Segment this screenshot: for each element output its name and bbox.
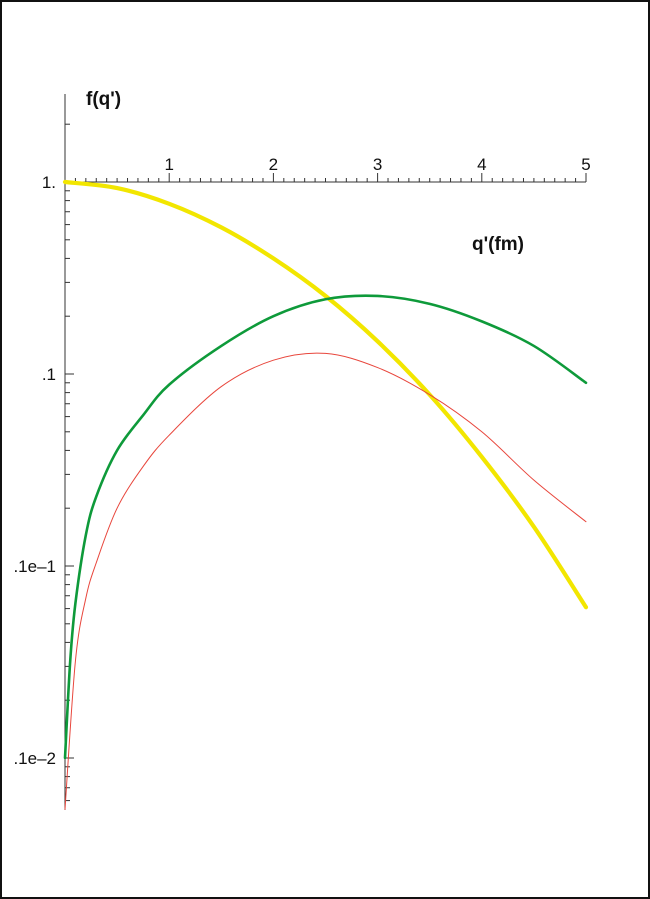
y-tick-label: .1e–1 — [13, 557, 56, 576]
series-line-2 — [63, 294, 588, 760]
x-axis-title: q'(fm) — [472, 234, 524, 255]
y-axis-title: f(q') — [86, 89, 121, 110]
x-tick-label: 1 — [164, 155, 173, 174]
x-tick-label: 5 — [581, 155, 590, 174]
tick-labels: 1 2 3 4 5 1. .1 .1e–1 .1e–2 — [13, 155, 590, 768]
x-tick-label: 2 — [269, 155, 278, 174]
series-line-3 — [64, 352, 587, 810]
tick-marks — [65, 123, 587, 802]
axes — [64, 94, 586, 810]
x-tick-label: 4 — [477, 155, 486, 174]
series-lines — [62, 179, 589, 810]
series-line-1 — [62, 179, 589, 610]
y-tick-label: .1 — [42, 365, 56, 384]
y-tick-label: .1e–2 — [13, 749, 56, 768]
x-tick-label: 3 — [373, 155, 382, 174]
y-tick-label: 1. — [42, 173, 56, 192]
